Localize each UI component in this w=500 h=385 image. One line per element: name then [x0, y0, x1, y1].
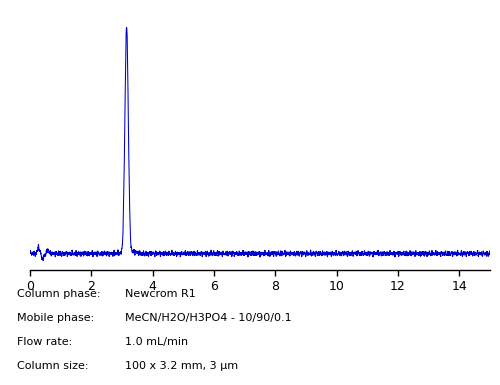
Text: Mobile phase:: Mobile phase:: [17, 313, 94, 323]
Text: 1.0 mL/min: 1.0 mL/min: [125, 336, 188, 346]
Text: Column size:: Column size:: [17, 361, 88, 370]
Text: MeCN/H2O/H3PO4 - 10/90/0.1: MeCN/H2O/H3PO4 - 10/90/0.1: [125, 313, 292, 323]
Text: Flow rate:: Flow rate:: [17, 336, 72, 346]
Text: Column phase:: Column phase:: [17, 289, 100, 299]
Text: Newcrom R1: Newcrom R1: [125, 289, 196, 299]
Text: 100 x 3.2 mm, 3 μm: 100 x 3.2 mm, 3 μm: [125, 361, 238, 370]
